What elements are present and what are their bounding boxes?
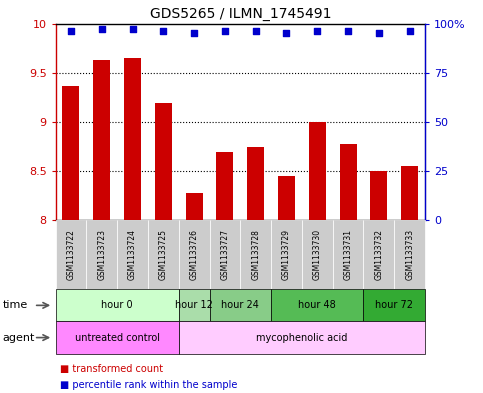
Bar: [93, 60, 110, 220]
Text: GSM1133733: GSM1133733: [405, 229, 414, 281]
Text: GSM1133731: GSM1133731: [343, 230, 353, 280]
Text: GSM1133722: GSM1133722: [67, 230, 75, 280]
Point: [98, 26, 106, 33]
Point: [406, 28, 413, 35]
Point: [221, 28, 229, 35]
Bar: [216, 152, 233, 220]
Text: agent: agent: [2, 332, 35, 343]
Point: [375, 30, 383, 37]
Text: time: time: [2, 300, 28, 310]
Text: untreated control: untreated control: [75, 332, 159, 343]
Text: hour 12: hour 12: [175, 300, 213, 310]
Text: GSM1133728: GSM1133728: [251, 230, 260, 280]
Bar: [278, 176, 295, 220]
Text: hour 48: hour 48: [298, 300, 336, 310]
Text: hour 24: hour 24: [221, 300, 259, 310]
Bar: [62, 86, 79, 220]
Text: mycophenolic acid: mycophenolic acid: [256, 332, 348, 343]
Text: GSM1133726: GSM1133726: [190, 230, 199, 280]
Text: hour 0: hour 0: [101, 300, 133, 310]
Text: GSM1133727: GSM1133727: [220, 230, 229, 280]
Point: [283, 30, 290, 37]
Text: hour 72: hour 72: [375, 300, 413, 310]
Title: GDS5265 / ILMN_1745491: GDS5265 / ILMN_1745491: [150, 7, 331, 21]
Point: [128, 26, 136, 33]
Text: GSM1133730: GSM1133730: [313, 229, 322, 281]
Text: GSM1133724: GSM1133724: [128, 230, 137, 280]
Point: [67, 28, 75, 35]
Bar: [247, 147, 264, 220]
Bar: [340, 144, 356, 220]
Text: GSM1133725: GSM1133725: [159, 230, 168, 280]
Point: [190, 30, 198, 37]
Text: GSM1133723: GSM1133723: [97, 230, 106, 280]
Bar: [401, 166, 418, 220]
Point: [313, 28, 321, 35]
Bar: [309, 122, 326, 220]
Text: ■ percentile rank within the sample: ■ percentile rank within the sample: [60, 380, 238, 390]
Bar: [124, 58, 141, 220]
Point: [252, 28, 259, 35]
Text: GSM1133732: GSM1133732: [374, 230, 384, 280]
Bar: [185, 193, 202, 220]
Bar: [155, 103, 172, 220]
Point: [159, 28, 167, 35]
Text: GSM1133729: GSM1133729: [282, 230, 291, 280]
Point: [344, 28, 352, 35]
Bar: [370, 171, 387, 220]
Text: ■ transformed count: ■ transformed count: [60, 364, 164, 375]
